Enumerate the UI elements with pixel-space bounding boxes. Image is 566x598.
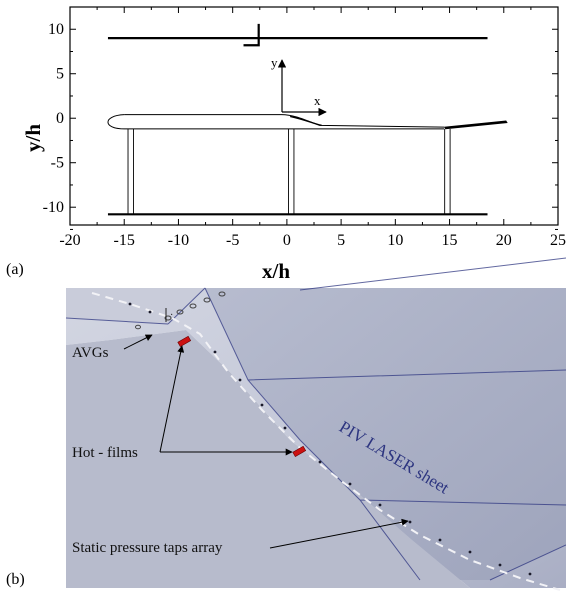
x-tick-label: -10 [168,232,189,249]
x-tick-label: -20 [59,232,80,249]
hot-film-2 [292,445,307,458]
avg-holes [135,291,226,330]
x-tick-label: -15 [114,232,135,249]
trailing-flap [444,120,508,130]
pressure-tap [438,538,442,542]
test-section-geometry [107,23,508,216]
y-tick-label: 10 [48,21,64,38]
x-tick-label: 15 [442,232,458,249]
pressure-tap [468,550,472,554]
x-tick-label: 10 [387,232,403,249]
pressure-tap [528,572,532,576]
hot-films-arrow-1 [159,345,185,453]
x-axis-title: x/h [262,259,290,283]
x-tick-label: 5 [337,232,345,249]
x-tick-label: -5 [226,232,239,249]
model-lower-surface [107,114,445,130]
inner-y-label: y [271,55,278,70]
plot-frame [69,6,559,226]
panel-a-geometry-plot: -20 -15 -10 -5 0 5 10 15 20 25 10 5 0 -5 -10 y x x/h y… [6,6,566,283]
y-tick-label: -10 [43,199,64,216]
pressure-tap [128,302,132,306]
x-tick-label: 20 [496,232,512,249]
y-tick-label: 0 [56,110,64,127]
panel-edge-lines [65,257,566,581]
far-side-panel [205,288,566,580]
tick-labels: -20 -15 -10 -5 0 5 10 15 20 25 10 5 0 -5 -10 [43,21,566,249]
static-taps-label: Static pressure taps array [72,540,223,556]
avgs-label: AVGs [72,345,109,361]
pressure-tap [213,350,217,354]
panel-a-label: (a) [6,261,24,278]
pressure-tap [408,520,412,524]
ramp-contour [289,115,322,127]
x-tick-label: 0 [283,232,291,249]
top-wall-fence [243,23,260,47]
static-taps-arrow [269,518,409,549]
static-pressure-taps [128,302,532,576]
model-upper-surface [124,114,445,128]
y-tick-label: 5 [56,66,64,83]
pressure-tap [283,426,287,430]
y-axis-title: y/h [21,124,45,152]
pressure-tap [148,310,152,314]
lower-surface [66,330,470,588]
axis-ticks [69,7,559,230]
pressure-tap [260,403,264,407]
panel-b-model-render: · AVGs Hot - films Static pressure taps … [6,257,566,591]
avgs-callout-arrow [123,334,153,350]
panel-b-label: (b) [6,571,25,588]
spacing-dot: · [170,310,173,321]
hot-films-label: Hot - films [72,445,138,461]
pressure-tap [498,563,502,567]
pressure-tap [238,378,242,382]
pressure-tap [378,503,382,507]
pressure-tap [318,460,322,464]
pressure-tap [348,482,352,486]
inner-x-label: x [314,93,321,108]
x-tick-label: 25 [550,232,566,249]
y-tick-label: -5 [51,155,64,172]
hot-film-1 [177,335,192,348]
